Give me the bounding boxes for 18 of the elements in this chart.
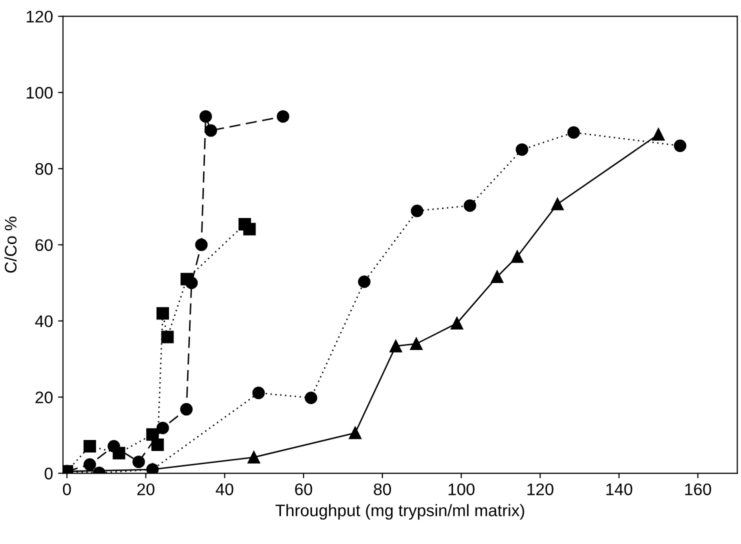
x-tick-label: 120 [527,483,554,496]
x-tick-label: 80 [374,483,392,496]
x-tick-label: 20 [137,483,154,496]
y-tick-label: 60 [36,239,53,252]
x-tick-label: 140 [606,483,632,496]
y-axis-title: C/Co % [4,216,17,273]
x-tick-label: 60 [295,483,312,496]
y-tick-label: 80 [35,163,53,175]
y-tick-label: 120 [26,10,53,23]
x-tick-label: 100 [448,483,475,496]
x-tick-label: 160 [685,483,712,496]
y-tick-label: 40 [35,315,53,328]
y-tick-label: 100 [26,86,53,99]
y-tick-label: 20 [36,392,53,404]
x-tick-label: 0 [62,483,71,496]
y-tick-label: 0 [44,468,53,480]
x-axis-title: Throughput (mg trypsin/ml matrix) [275,504,524,520]
x-tick-label: 40 [216,483,234,496]
